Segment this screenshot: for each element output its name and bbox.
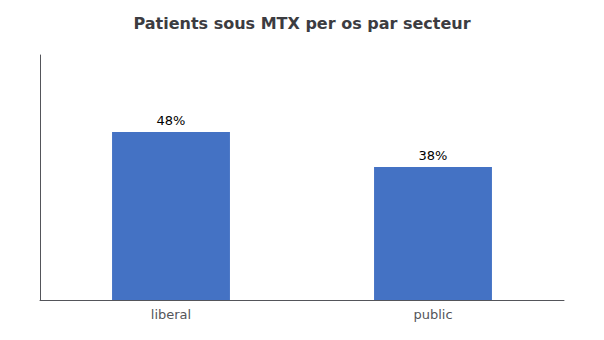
svg-text:public: public bbox=[413, 307, 452, 322]
svg-text:Patients sous MTX per os par s: Patients sous MTX per os par secteur bbox=[133, 14, 470, 33]
svg-text:liberal: liberal bbox=[151, 307, 191, 322]
svg-text:38%: 38% bbox=[419, 148, 448, 163]
svg-text:48%: 48% bbox=[157, 113, 186, 128]
